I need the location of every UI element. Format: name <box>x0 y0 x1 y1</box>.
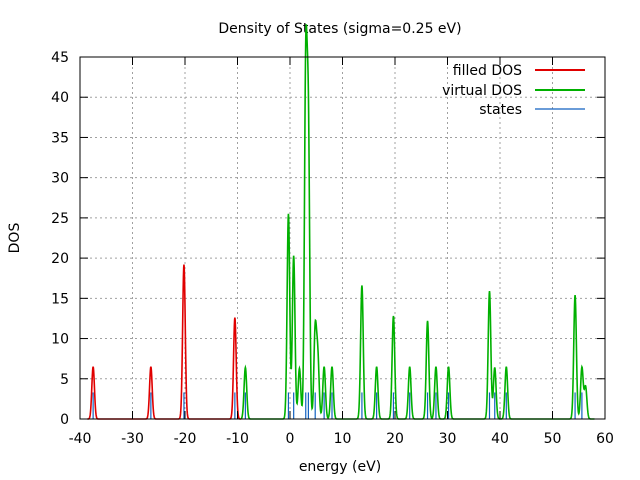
y-tick-label: 25 <box>51 211 69 227</box>
legend-label-1: virtual DOS <box>442 83 522 99</box>
x-tick-label: 50 <box>544 431 562 447</box>
y-tick-label: 5 <box>60 372 69 388</box>
y-tick-label: 30 <box>51 171 69 187</box>
x-tick-label: -30 <box>121 431 144 447</box>
legend: filled DOS virtual DOS states <box>442 63 585 118</box>
y-tick-label: 35 <box>51 130 69 146</box>
x-tick-label: 40 <box>491 431 509 447</box>
x-tick-label: 60 <box>596 431 614 447</box>
chart-title: Density of States (sigma=0.25 eV) <box>218 21 461 37</box>
y-tick-label: 10 <box>51 332 69 348</box>
y-tick-label: 45 <box>51 50 69 66</box>
x-tick-label: 30 <box>439 431 457 447</box>
y-tick-label: 15 <box>51 291 69 307</box>
x-tick-label: -20 <box>174 431 197 447</box>
y-tick-label: 40 <box>51 90 69 106</box>
x-tick-label: 0 <box>286 431 295 447</box>
grid-lines <box>80 57 605 419</box>
x-tick-label: 10 <box>334 431 352 447</box>
x-tick-label: -10 <box>226 431 249 447</box>
x-axis-label: energy (eV) <box>299 459 381 475</box>
y-axis-label: DOS <box>7 223 23 254</box>
legend-label-2: states <box>479 102 522 118</box>
axis-ticks: -40 -30 -20 -10 0 10 20 30 40 50 60 0 5 10 15 20 25 30 35 4… <box>51 50 614 447</box>
x-tick-label: -40 <box>69 431 92 447</box>
x-tick-label: 20 <box>386 431 404 447</box>
legend-label-0: filled DOS <box>453 63 522 79</box>
y-tick-label: 20 <box>51 251 69 267</box>
y-tick-label: 0 <box>60 412 69 428</box>
